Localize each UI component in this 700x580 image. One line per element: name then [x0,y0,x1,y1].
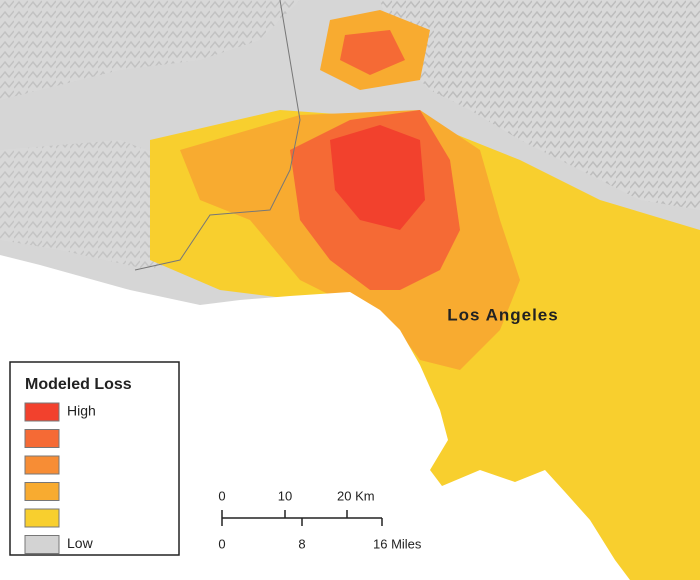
scale-label: 20 Km [337,488,375,503]
loss-highest [330,125,425,230]
legend-swatch [24,508,60,528]
legend-label: Low [67,535,94,551]
legend: Modeled Loss High Low [9,361,180,556]
legend-swatch [24,535,60,554]
scale-label: 0 [218,536,225,551]
city-label: Los Angeles [447,305,558,324]
legend-swatch [24,402,60,422]
boundary [134,0,301,271]
scale-label: 16 Miles [373,536,422,551]
legend-swatch [24,455,60,475]
scale-label: 10 [278,488,292,503]
scale-label: 0 [218,488,225,503]
legend-label: High [67,403,96,419]
legend-swatch [24,429,60,448]
legend-swatch [24,482,60,501]
mountains [380,0,700,210]
scale-label: 8 [298,536,305,551]
legend-title: Modeled Loss [25,376,132,393]
hills-north [0,0,300,100]
scale-bar: 0 10 20 Km 0 8 16 Miles [218,488,422,551]
loss-north-high [340,30,405,75]
